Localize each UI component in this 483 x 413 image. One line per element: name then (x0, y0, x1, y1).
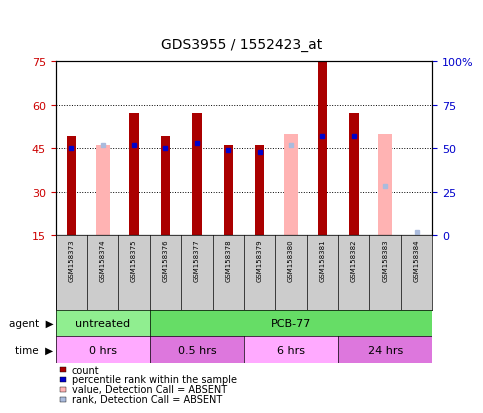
Bar (192, 114, 201, 235)
Bar (67, 137, 76, 235)
Text: agent  ▶: agent ▶ (9, 318, 53, 328)
Bar (378, 134, 392, 235)
Bar (349, 114, 358, 235)
Bar (129, 114, 139, 235)
Text: GSM158379: GSM158379 (256, 239, 263, 282)
Bar (284, 134, 298, 235)
Text: GSM158378: GSM158378 (225, 239, 231, 282)
Text: GSM158382: GSM158382 (351, 239, 357, 282)
Bar (150, 337, 244, 363)
Bar (150, 310, 432, 337)
Text: GSM158373: GSM158373 (68, 239, 74, 282)
Text: count: count (72, 365, 99, 375)
Bar (56, 337, 150, 363)
Text: time  ▶: time ▶ (15, 345, 53, 355)
Text: percentile rank within the sample: percentile rank within the sample (72, 375, 237, 385)
Text: GSM158374: GSM158374 (99, 239, 106, 282)
Bar (255, 146, 264, 235)
Bar (244, 337, 338, 363)
Bar (224, 146, 233, 235)
Bar (318, 62, 327, 235)
Text: untreated: untreated (75, 318, 130, 328)
Bar (56, 310, 150, 337)
Bar (161, 137, 170, 235)
Text: 0 hrs: 0 hrs (89, 345, 116, 355)
Text: GSM158377: GSM158377 (194, 239, 200, 282)
Text: GSM158376: GSM158376 (162, 239, 169, 282)
Text: 6 hrs: 6 hrs (277, 345, 305, 355)
Text: rank, Detection Call = ABSENT: rank, Detection Call = ABSENT (72, 394, 222, 404)
Bar (338, 337, 432, 363)
Text: GSM158381: GSM158381 (319, 239, 326, 282)
Text: GSM158384: GSM158384 (413, 239, 420, 282)
Text: 0.5 hrs: 0.5 hrs (178, 345, 216, 355)
Text: PCB-77: PCB-77 (271, 318, 311, 328)
Text: GSM158380: GSM158380 (288, 239, 294, 282)
Text: value, Detection Call = ABSENT: value, Detection Call = ABSENT (72, 385, 227, 394)
Text: GSM158375: GSM158375 (131, 239, 137, 282)
Text: GDS3955 / 1552423_at: GDS3955 / 1552423_at (161, 38, 322, 52)
Text: GSM158383: GSM158383 (382, 239, 388, 282)
Bar (96, 146, 110, 235)
Text: 24 hrs: 24 hrs (368, 345, 403, 355)
